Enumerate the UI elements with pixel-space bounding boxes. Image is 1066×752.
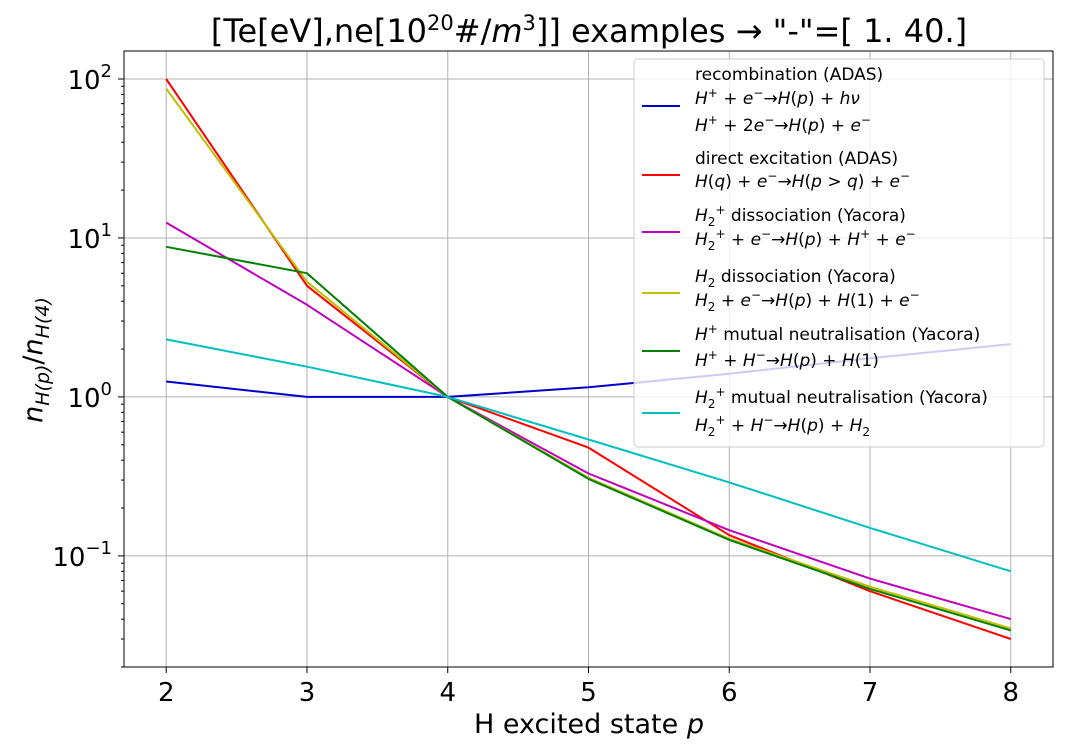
- legend: recombination (ADAS) H+ + e−→H(p) + hν H…: [633, 58, 1045, 448]
- x-axis-ticks: 2 3 4 5 6 7 8: [158, 667, 1019, 708]
- x-tick-label: 5: [580, 678, 597, 708]
- legend-eq-hplus-mutual-neutralisation: H+ + H−→H(p) + H(1): [695, 348, 879, 371]
- legend-label-h2plus-dissociation: H2+ dissociation (Yacora): [695, 203, 906, 229]
- legend-label-recombination: recombination (ADAS): [695, 65, 883, 85]
- y-tick-label: 10−1: [52, 538, 112, 573]
- x-tick-label: 6: [721, 678, 738, 708]
- x-axis-label: H excited state p: [474, 709, 704, 740]
- legend-label-direct-excitation: direct excitation (ADAS): [695, 149, 898, 169]
- x-tick-label: 8: [1002, 678, 1019, 708]
- x-tick-label: 2: [158, 678, 175, 708]
- y-tick-label: 100: [67, 379, 112, 414]
- legend-eq-h2-dissociation: H2 + e−→H(p) + H(1) + e−: [695, 288, 920, 314]
- legend-eq-direct-excitation: H(q) + e−→H(p > q) + e−: [695, 169, 910, 192]
- y-tick-label: 101: [67, 220, 112, 255]
- legend-eq-h2plus-dissociation: H2+ + e−→H(p) + H+ + e−: [695, 227, 916, 253]
- series-line-6: [166, 338, 1012, 573]
- legend-box: [633, 58, 1045, 448]
- legend-eq-recombination-2: H+ + 2e−→H(p) + e−: [695, 113, 871, 136]
- legend-label-hplus-mutual-neutralisation: H+ mutual neutralisation (Yacora): [695, 322, 980, 345]
- x-tick-label: 7: [862, 678, 879, 708]
- y-tick-label: 102: [67, 61, 112, 96]
- x-tick-label: 4: [439, 678, 456, 708]
- legend-label-h2-dissociation: H2 dissociation (Yacora): [695, 267, 896, 290]
- x-tick-label: 3: [299, 678, 316, 708]
- series-line-5: [166, 245, 1012, 632]
- legend-label-h2plus-mutual-neutralisation: H2+ mutual neutralisation (Yacora): [695, 385, 988, 411]
- y-axis-label: nH(p)/nH(4): [18, 297, 54, 423]
- legend-eq-recombination-1: H+ + e−→H(p) + hν: [695, 86, 860, 109]
- series-layer: [165, 78, 1012, 640]
- y-axis-ticks: 10−1 100 101 102: [52, 61, 124, 668]
- chart-title: [Te[eV],ne[1020#/m3]] examples → "-"=[ 1…: [211, 11, 967, 50]
- series-line-3: [165, 221, 1012, 621]
- series-line-2: [165, 78, 1012, 640]
